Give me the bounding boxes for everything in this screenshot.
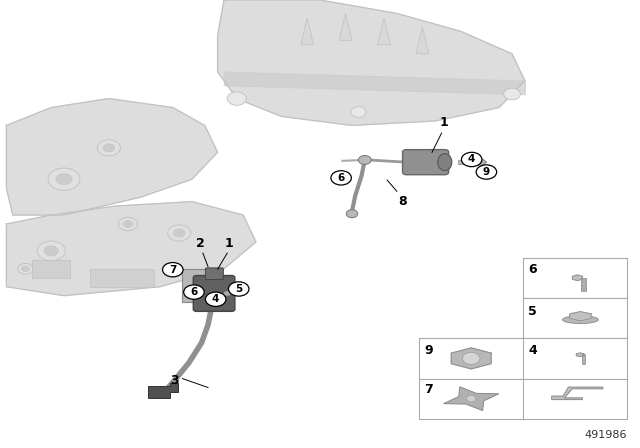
Polygon shape xyxy=(451,348,491,369)
Polygon shape xyxy=(552,387,603,400)
Text: 3: 3 xyxy=(171,374,179,388)
Circle shape xyxy=(97,140,120,156)
Polygon shape xyxy=(339,13,352,40)
Circle shape xyxy=(463,352,480,365)
Text: 9: 9 xyxy=(483,167,490,177)
Circle shape xyxy=(22,266,29,271)
Bar xyxy=(524,258,627,298)
Text: 4: 4 xyxy=(212,294,220,304)
Circle shape xyxy=(504,88,520,100)
Bar xyxy=(581,278,586,291)
Bar xyxy=(90,269,154,287)
Text: 6: 6 xyxy=(337,173,345,183)
Circle shape xyxy=(184,285,204,299)
Circle shape xyxy=(163,263,183,277)
Bar xyxy=(582,354,585,365)
Bar xyxy=(458,160,474,164)
Circle shape xyxy=(476,165,497,179)
Circle shape xyxy=(56,173,72,185)
Circle shape xyxy=(18,263,33,274)
Circle shape xyxy=(331,171,351,185)
FancyBboxPatch shape xyxy=(403,150,449,175)
FancyBboxPatch shape xyxy=(193,276,235,311)
Circle shape xyxy=(103,144,115,152)
Circle shape xyxy=(173,229,185,237)
Polygon shape xyxy=(378,18,390,45)
Polygon shape xyxy=(182,269,234,302)
Text: 2: 2 xyxy=(196,237,205,250)
Circle shape xyxy=(168,225,191,241)
Polygon shape xyxy=(148,383,178,398)
Circle shape xyxy=(48,168,80,190)
Text: 8: 8 xyxy=(399,195,407,208)
Circle shape xyxy=(467,396,476,402)
Circle shape xyxy=(205,292,226,306)
Polygon shape xyxy=(572,275,582,280)
Polygon shape xyxy=(444,387,499,411)
Text: 6: 6 xyxy=(529,263,537,276)
Text: 5: 5 xyxy=(235,284,243,294)
Ellipse shape xyxy=(563,316,598,323)
Text: 6: 6 xyxy=(190,287,198,297)
Text: 4: 4 xyxy=(468,155,476,164)
Circle shape xyxy=(461,152,482,167)
Text: 7: 7 xyxy=(424,383,433,396)
Ellipse shape xyxy=(438,154,452,171)
Text: 5: 5 xyxy=(529,305,537,318)
FancyBboxPatch shape xyxy=(205,268,223,280)
Text: 7: 7 xyxy=(169,265,177,275)
Polygon shape xyxy=(218,0,525,125)
Polygon shape xyxy=(301,18,314,45)
Bar xyxy=(419,379,627,419)
Circle shape xyxy=(358,155,371,164)
Circle shape xyxy=(346,210,358,218)
Polygon shape xyxy=(474,159,486,165)
Polygon shape xyxy=(6,99,218,215)
Polygon shape xyxy=(6,202,256,296)
Circle shape xyxy=(123,221,133,228)
Bar xyxy=(32,260,70,278)
Circle shape xyxy=(118,217,138,231)
Circle shape xyxy=(44,246,58,256)
Circle shape xyxy=(228,282,249,296)
Polygon shape xyxy=(416,27,429,54)
Circle shape xyxy=(227,92,246,105)
Bar xyxy=(524,298,627,338)
Polygon shape xyxy=(577,353,584,357)
Text: 4: 4 xyxy=(529,344,537,357)
Polygon shape xyxy=(570,312,591,321)
Circle shape xyxy=(223,291,231,296)
Text: 9: 9 xyxy=(424,344,433,357)
Circle shape xyxy=(37,241,65,261)
Circle shape xyxy=(351,107,366,117)
Text: 1: 1 xyxy=(439,116,448,129)
Bar xyxy=(419,338,627,379)
Text: 1: 1 xyxy=(224,237,233,250)
Text: 491986: 491986 xyxy=(585,430,627,440)
